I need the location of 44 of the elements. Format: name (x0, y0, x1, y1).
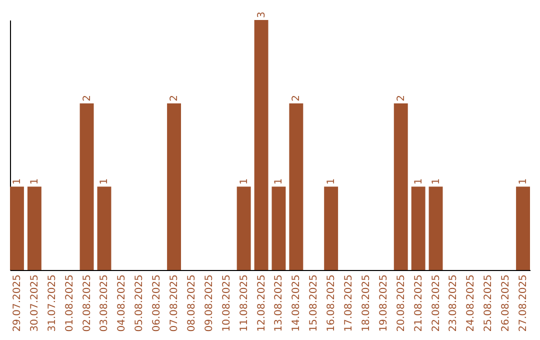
data-label: 1 (274, 178, 285, 185)
data-label: 2 (291, 94, 302, 102)
x-tick-label: 16.08.2025 (326, 274, 338, 332)
x-tick-label: 01.08.2025 (64, 274, 76, 332)
x-tick-label: 26.08.2025 (500, 274, 512, 332)
x-tick-label: 13.08.2025 (274, 274, 285, 332)
data-label: 1 (518, 178, 530, 185)
x-tick-label: 24.08.2025 (466, 274, 477, 332)
data-label: 2 (169, 94, 180, 102)
data-label: 2 (396, 94, 407, 102)
x-tick-label: 17.08.2025 (344, 274, 355, 332)
x-tick-label: 15.08.2025 (308, 274, 320, 332)
x-tick-label: 25.08.2025 (483, 274, 494, 332)
x-tick-label: 14.08.2025 (291, 274, 302, 332)
x-tick-label: 04.08.2025 (116, 274, 128, 332)
data-label: 1 (413, 178, 424, 185)
x-tick-label: 10.08.2025 (221, 274, 232, 332)
data-label: 1 (326, 178, 338, 185)
data-label: 1 (29, 178, 40, 185)
x-tick-label: 22.08.2025 (430, 274, 442, 332)
x-tick-label: 09.08.2025 (204, 274, 215, 332)
x-tick-label: 31.07.2025 (46, 274, 58, 332)
x-tick-label: 06.08.2025 (152, 274, 163, 332)
x-tick-label: 20.08.2025 (396, 274, 407, 332)
x-tick-label: 02.08.2025 (82, 274, 93, 332)
data-label: 1 (238, 178, 250, 185)
x-tick-label: 07.08.2025 (169, 274, 180, 332)
x-tick-label: 05.08.2025 (134, 274, 146, 332)
data-label: 1 (99, 178, 110, 185)
x-tick-label: 08.08.2025 (186, 274, 198, 332)
x-tick-label: 11.08.2025 (238, 274, 250, 332)
data-label: 1 (430, 178, 442, 185)
x-tick-label: 19.08.2025 (378, 274, 390, 332)
x-tick-label: 03.08.2025 (99, 274, 110, 332)
x-tick-label: 29.07.2025 (12, 274, 23, 332)
x-tick-label: 18.08.2025 (360, 274, 372, 332)
data-label: 1 (12, 178, 23, 185)
x-tick-label: 23.08.2025 (448, 274, 460, 332)
x-tick-label: 21.08.2025 (413, 274, 424, 332)
data-label: 3 (256, 12, 268, 18)
x-tick-label: 27.08.2025 (518, 274, 530, 332)
data-label: 2 (82, 94, 93, 102)
x-tick-label: 12.08.2025 (256, 274, 268, 332)
x-tick-label: 30.07.2025 (29, 274, 40, 332)
